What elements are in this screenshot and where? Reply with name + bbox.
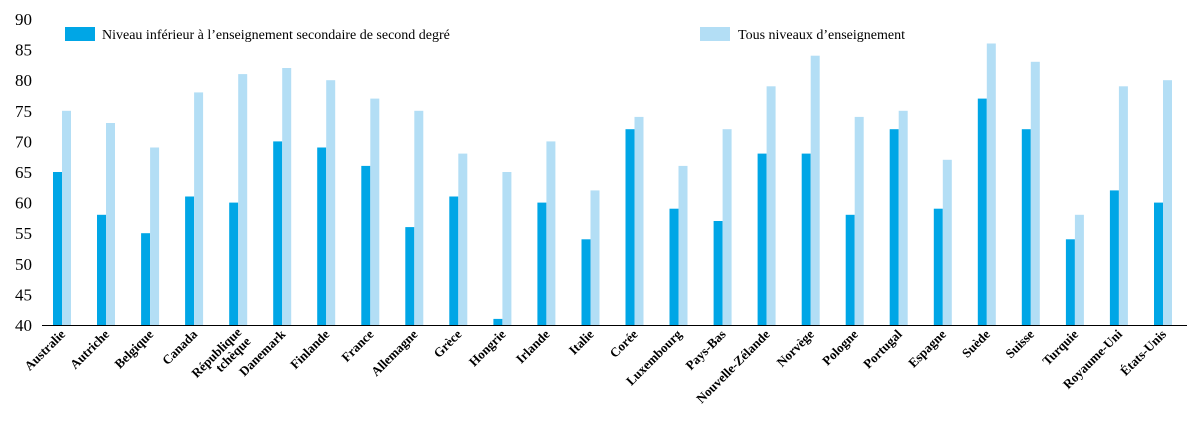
x-tick-label: Norvège xyxy=(774,326,817,369)
bar-series-2 xyxy=(546,141,556,325)
bar-series-1 xyxy=(889,129,899,325)
bar-series-1 xyxy=(229,202,239,325)
bar-series-1 xyxy=(1109,190,1119,325)
bar-series-2 xyxy=(722,129,732,325)
y-tick-label: 45 xyxy=(15,285,32,304)
bar-series-2 xyxy=(986,43,996,325)
x-tick-label: Espagne xyxy=(905,326,949,370)
x-tick-label: Suisse xyxy=(1002,326,1037,361)
x-tick-label: Suède xyxy=(959,326,993,360)
bar-series-2 xyxy=(810,55,820,325)
x-tick-label: Autriche xyxy=(67,326,112,371)
bar-series-2 xyxy=(106,123,115,325)
legend-swatch-series-2 xyxy=(700,27,730,41)
bar-series-1 xyxy=(185,196,195,325)
bar-series-2 xyxy=(194,92,204,326)
bar-series-1 xyxy=(1021,129,1031,325)
y-tick-label: 75 xyxy=(15,102,32,121)
bar-series-2 xyxy=(370,98,380,325)
x-tick-label: Pologne xyxy=(819,326,861,368)
bar-series-1 xyxy=(1154,202,1163,325)
bar-series-2 xyxy=(150,147,160,325)
x-tick-label: Finlande xyxy=(287,326,333,372)
bar-series-2 xyxy=(1118,86,1128,325)
bar-series-1 xyxy=(977,98,987,325)
bar-series-2 xyxy=(502,172,512,325)
bar-series-1 xyxy=(97,214,106,325)
bar-series-1 xyxy=(141,233,151,325)
bar-series-2 xyxy=(634,116,644,326)
bar-series-1 xyxy=(53,172,62,325)
x-tick-label: États-Unis xyxy=(1117,327,1169,379)
bar-series-1 xyxy=(757,153,767,325)
legend: Niveau inférieur à l’enseignement second… xyxy=(65,27,905,43)
y-tick-label: 80 xyxy=(15,71,32,90)
bar-series-1 xyxy=(537,202,547,325)
x-tick-label: Belgique xyxy=(111,326,156,371)
bar-series-2 xyxy=(854,116,864,326)
bar-series-2 xyxy=(898,110,908,325)
y-tick-label: 90 xyxy=(15,10,32,29)
bar-series-2 xyxy=(326,80,336,325)
y-tick-label: 55 xyxy=(15,224,32,243)
bar-series-1 xyxy=(361,165,371,325)
y-axis: 40 45 50 55 60 65 70 75 80 85 90 xyxy=(15,10,32,335)
x-tick-label: Allemagne xyxy=(368,326,421,379)
x-tick-label: Portugal xyxy=(860,326,905,371)
x-tick-label: Hongrie xyxy=(466,326,509,369)
bar-series-1 xyxy=(581,239,591,325)
bar-series-1 xyxy=(669,208,679,325)
x-tick-label: France xyxy=(338,326,376,364)
legend-swatch-series-1 xyxy=(65,27,95,41)
bar-series-2 xyxy=(458,153,468,325)
x-tick-label: Républiquetchèque xyxy=(188,324,253,389)
bar-series-1 xyxy=(713,221,723,325)
bar-series-1 xyxy=(405,227,415,325)
bar-series-1 xyxy=(449,196,459,325)
bar-series-2 xyxy=(590,190,600,325)
bar-series-1 xyxy=(273,141,283,325)
y-tick-label: 70 xyxy=(15,132,32,151)
x-tick-label: Irlande xyxy=(513,326,553,366)
bar-series-2 xyxy=(1074,214,1084,325)
x-tick-label: Canada xyxy=(159,326,201,368)
x-tick-label: Grèce xyxy=(430,326,464,360)
y-tick-label: 65 xyxy=(15,163,32,182)
x-tick-label: Corée xyxy=(607,326,641,360)
bar-series-2 xyxy=(942,159,952,325)
x-tick-label: Italie xyxy=(566,326,597,357)
bar-series-1 xyxy=(933,208,943,325)
x-tick-label: Turquie xyxy=(1039,326,1081,368)
bar-series-1 xyxy=(493,318,503,325)
legend-label-series-1: Niveau inférieur à l’enseignement second… xyxy=(102,28,450,43)
y-tick-label: 60 xyxy=(15,194,32,213)
y-tick-label: 85 xyxy=(15,41,32,60)
bar-series-2 xyxy=(62,110,71,325)
bar-series-2 xyxy=(414,110,424,325)
y-tick-label: 50 xyxy=(15,255,32,274)
bar-series-1 xyxy=(317,147,327,325)
bar-series-1 xyxy=(625,129,635,325)
bar-series-2 xyxy=(766,86,776,325)
bar-series-2 xyxy=(238,74,248,325)
bar-series-1 xyxy=(1065,239,1075,325)
bar-series-2 xyxy=(1163,80,1172,325)
bar-series-2 xyxy=(678,165,688,325)
bar-series-2 xyxy=(282,68,292,325)
bars xyxy=(53,43,1172,326)
y-tick-label: 40 xyxy=(15,316,32,335)
legend-label-series-2: Tous niveaux d’enseignement xyxy=(738,28,905,43)
bar-series-2 xyxy=(1030,61,1040,326)
bar-series-1 xyxy=(801,153,811,325)
bar-series-1 xyxy=(845,214,855,325)
